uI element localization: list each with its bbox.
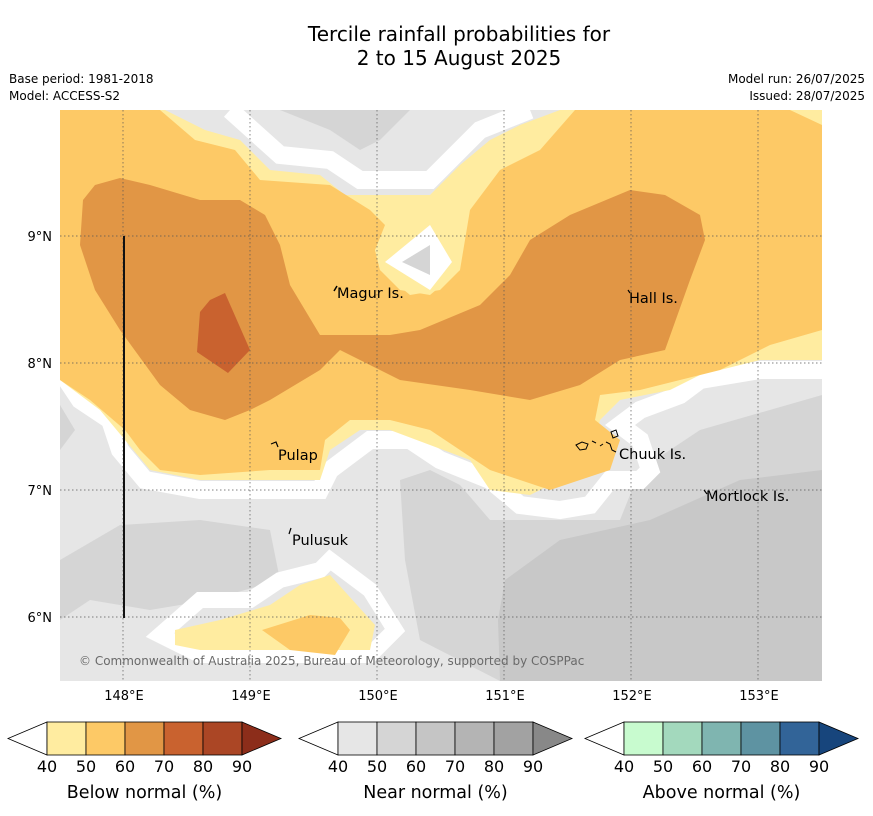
lon-tick-152e: 152°E <box>612 689 652 704</box>
colorbar-tick-label: 40 <box>37 757 57 776</box>
model-name: Model: ACCESS-S2 <box>9 89 121 103</box>
latitude-ticks: 9°N 8°N 7°N 6°N <box>28 230 53 626</box>
chuuk-lagoon-shape <box>575 429 619 453</box>
colorbar-tick-label: 60 <box>115 757 135 776</box>
colorbar-over-arrow <box>532 721 574 756</box>
colorbar-segment <box>779 721 820 756</box>
colorbar-segment <box>337 721 378 756</box>
lon-tick-151e: 151°E <box>485 689 525 704</box>
white-band-southwest <box>145 549 406 663</box>
colorbar-tick-label: 40 <box>614 757 634 776</box>
colorbar-tick-label: 90 <box>809 757 829 776</box>
colorbar-3: 40 50 60 70 80 90 Above normal (%) <box>583 721 860 803</box>
colorbar-tick-label: 50 <box>76 757 96 776</box>
colorbar-tick-label: 70 <box>731 757 751 776</box>
colorbar-tick-label: 50 <box>367 757 387 776</box>
colorbar-segment <box>623 721 664 756</box>
colorbar-under-arrow <box>6 721 48 756</box>
colorbar-over-arrow <box>818 721 860 756</box>
place-label-pulusuk: Pulusuk <box>292 533 349 549</box>
colorbar-1: 40 50 60 70 80 90 Below normal (%) <box>6 721 283 803</box>
below-normal-70-region <box>197 293 250 373</box>
colorbar-tick-label: 80 <box>770 757 790 776</box>
pulusuk-island-shape <box>288 527 292 535</box>
colorbar-tick-label: 70 <box>154 757 174 776</box>
colorbar-tick-label: 40 <box>328 757 348 776</box>
longitude-ticks: 148°E 149°E 150°E 151°E 152°E 153°E <box>104 689 779 704</box>
colorbar-segment <box>124 721 165 756</box>
colorbar-segment <box>202 721 243 756</box>
below-normal-60-sw <box>262 615 350 655</box>
colorbar-tick-label: 70 <box>445 757 465 776</box>
place-label-pulap: Pulap <box>278 448 318 464</box>
issued-date: Issued: 28/07/2025 <box>749 89 865 103</box>
colorbar-tick-label: 50 <box>653 757 673 776</box>
title-line-2: 2 to 15 August 2025 <box>356 46 562 70</box>
colorbar-segment <box>415 721 456 756</box>
colorbar-title: Above normal (%) <box>643 783 801 803</box>
lon-tick-148e: 148°E <box>104 689 144 704</box>
lon-tick-153e: 153°E <box>739 689 779 704</box>
colorbar-tick-label: 60 <box>692 757 712 776</box>
lat-tick-9n: 9°N <box>28 230 53 245</box>
colorbar-under-arrow <box>583 721 625 756</box>
map-title: Tercile rainfall probabilities for 2 to … <box>0 22 873 70</box>
place-label-chuuk: Chuuk Is. <box>619 447 686 463</box>
near-normal-magur <box>402 245 430 275</box>
white-band-north <box>223 110 534 189</box>
near-normal-60-region <box>498 470 822 681</box>
near-normal-50-region-north <box>280 110 410 150</box>
meta-left: Base period: 1981-2018 Model: ACCESS-S2 <box>9 71 154 105</box>
model-run: Model run: 26/07/2025 <box>727 72 865 86</box>
colorbar-segment <box>701 721 742 756</box>
colorbar-title: Near normal (%) <box>363 783 508 803</box>
place-label-hall: Hall Is. <box>629 291 678 307</box>
colorbar-segment <box>740 721 781 756</box>
white-band-south <box>60 361 822 520</box>
colorbar-tick-label: 80 <box>484 757 504 776</box>
meta-right: Model run: 26/07/2025 Issued: 28/07/2025 <box>728 71 865 105</box>
lon-tick-149e: 149°E <box>231 689 271 704</box>
colorbar-tick-label: 90 <box>232 757 252 776</box>
colorbar-segment <box>493 721 534 756</box>
hall-island-shape <box>627 289 631 294</box>
magur-island-shape <box>333 285 338 292</box>
place-label-mortlock: Mortlock Is. <box>706 489 789 505</box>
colorbar-group: 40 50 60 70 80 90 Below normal (%) 40 50 60 70 80 90… <box>6 721 860 803</box>
base-period: Base period: 1981-2018 <box>9 72 154 86</box>
lon-tick-150e: 150°E <box>358 689 398 704</box>
colorbar-segment <box>46 721 87 756</box>
colorbar-segment <box>662 721 703 756</box>
probability-field: Magur Is. Hall Is. Pulap Chuuk Is. Mortl… <box>60 110 822 681</box>
title-line-1: Tercile rainfall probabilities for <box>307 22 611 46</box>
colorbar-tick-label: 90 <box>523 757 543 776</box>
colorbar-segment <box>376 721 417 756</box>
colorbar-title: Below normal (%) <box>67 783 222 803</box>
colorbar-tick-label: 60 <box>406 757 426 776</box>
colorbar-under-arrow <box>297 721 339 756</box>
colorbar-2: 40 50 60 70 80 90 Near normal (%) <box>297 721 574 803</box>
pulap-island-shape <box>270 441 279 448</box>
colorbar-over-arrow <box>241 721 283 756</box>
place-label-magur: Magur Is. <box>337 286 404 302</box>
colorbar-tick-label: 80 <box>193 757 213 776</box>
colorbar-segment <box>163 721 204 756</box>
mortlock-island-shape <box>703 489 708 495</box>
colorbar-segment <box>454 721 495 756</box>
lat-tick-8n: 8°N <box>28 357 53 372</box>
copyright-notice: © Commonwealth of Australia 2025, Bureau… <box>79 654 584 668</box>
lat-tick-6n: 6°N <box>28 611 53 626</box>
near-normal-50-left <box>60 405 75 450</box>
colorbar-segment <box>85 721 126 756</box>
lat-tick-7n: 7°N <box>28 484 53 499</box>
